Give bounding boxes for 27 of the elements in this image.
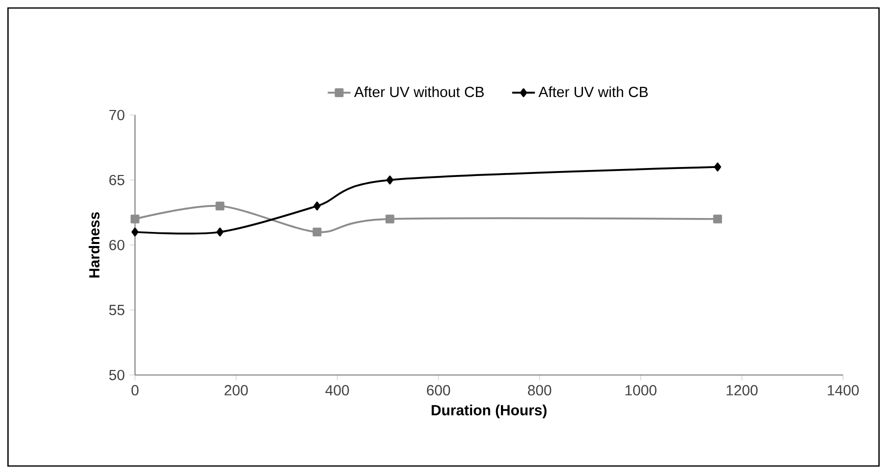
x-tick-label: 400 — [325, 385, 349, 396]
y-tick-label: 60 — [109, 240, 124, 250]
point — [713, 214, 722, 224]
y-tick-label: 70 — [109, 110, 124, 120]
point — [131, 228, 139, 236]
y-tick-label: 65 — [109, 174, 124, 186]
legend-label: After UV with CB — [538, 86, 648, 98]
point — [216, 228, 224, 236]
y-axis-title: Hardness — [88, 212, 100, 278]
point — [216, 202, 224, 210]
x-tick-label: 600 — [426, 385, 450, 396]
point — [312, 228, 322, 236]
y-tick-label: 50 — [109, 370, 124, 380]
point — [386, 176, 394, 184]
x-tick-label: 200 — [224, 385, 248, 396]
y-tick-label: 55 — [109, 304, 124, 316]
x-tick-label: 800 — [528, 385, 552, 396]
point — [714, 162, 722, 172]
point — [385, 214, 394, 224]
x-tick-label: 1400 — [828, 385, 859, 396]
point — [130, 214, 140, 224]
point — [314, 202, 321, 210]
x-tick-label: 0 — [131, 385, 138, 396]
x-tick-label: 1000 — [626, 385, 656, 396]
x-tick-label: 1200 — [726, 385, 758, 396]
x-axis-title: Duration (Hours) — [432, 404, 547, 418]
legend-label: After UV without CB — [354, 86, 484, 98]
